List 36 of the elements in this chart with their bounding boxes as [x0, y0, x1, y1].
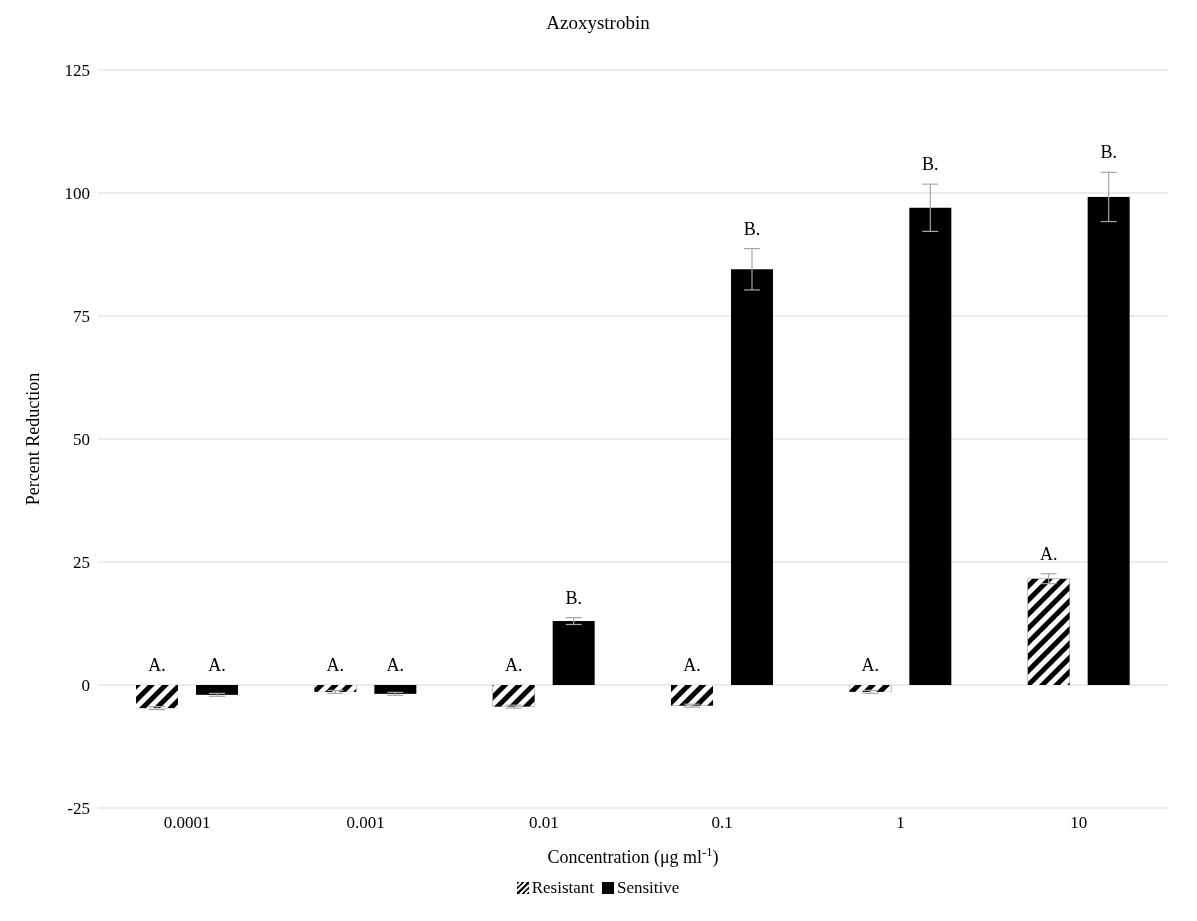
y-tick-label: -25 — [67, 799, 90, 819]
x-axis-title: Concentration (μg ml$^{-1}$) — [547, 845, 719, 868]
y-axis-title: Percent Reduction — [23, 372, 44, 506]
data-label: A. — [504, 655, 523, 675]
bar — [552, 621, 595, 685]
bar — [731, 269, 773, 685]
data-label: B. — [1100, 142, 1117, 163]
data-label: A. — [148, 655, 166, 675]
bar — [909, 207, 952, 685]
data-label: B. — [565, 587, 582, 608]
x-tick-label: 0.1 — [711, 813, 733, 833]
legend-label: Sensitive — [616, 878, 680, 898]
y-tick-label: 25 — [73, 553, 90, 573]
x-tick-label: 0.0001 — [163, 813, 211, 833]
x-tick-label: 0.01 — [528, 813, 559, 833]
y-tick-label: 0 — [81, 676, 90, 696]
data-label: A. — [1039, 543, 1058, 564]
y-tick-label: 100 — [64, 184, 90, 204]
data-label: B. — [743, 218, 761, 239]
bar — [1087, 196, 1130, 685]
data-label: A. — [683, 655, 701, 675]
data-label: B. — [922, 154, 939, 175]
x-tick-label: 10 — [1070, 813, 1088, 833]
y-tick-label: 125 — [64, 61, 90, 81]
bar — [196, 685, 238, 695]
data-label: A. — [861, 655, 880, 675]
y-tick-label: 50 — [73, 430, 90, 450]
x-tick-label: 1 — [896, 813, 905, 833]
bar — [374, 685, 417, 694]
data-label: A. — [386, 655, 405, 675]
chart-title: Azoxystrobin — [546, 12, 650, 33]
x-tick-label: 0.001 — [346, 813, 385, 833]
data-label: A. — [326, 655, 345, 675]
y-tick-label: 75 — [73, 307, 90, 327]
data-label: A. — [208, 655, 226, 675]
legend-label: Resistant — [530, 878, 594, 898]
